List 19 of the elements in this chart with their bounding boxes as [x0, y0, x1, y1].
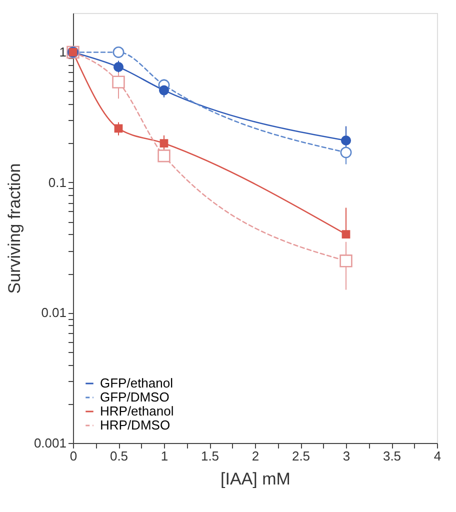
y-tick-label: 0.1	[48, 174, 66, 190]
y-tick-label: 1	[59, 44, 66, 60]
x-tick-label: 2.5	[292, 448, 310, 464]
x-tick-label: 0.5	[110, 448, 128, 464]
legend-label: HRP/ethanol	[100, 404, 174, 418]
y-tick-label: 0.01	[41, 305, 66, 320]
y-tick-label: 0.001	[34, 436, 66, 450]
legend-label: HRP/DMSO	[100, 418, 170, 432]
x-tick-label: 1.5	[200, 448, 220, 464]
x-tick-label: 3	[342, 448, 350, 464]
legend-label: GFP/DMSO	[100, 390, 170, 404]
legend-label: GFP/ethanol	[100, 376, 174, 390]
x-tick-label: 3.5	[382, 448, 402, 464]
x-tick-label: 0	[70, 448, 78, 464]
x-tick-label: 1	[160, 448, 168, 464]
x-tick-label: 2	[252, 448, 260, 464]
x-axis-title: [IAA] mM	[220, 470, 290, 488]
x-tick-label: 4	[434, 448, 442, 464]
y-axis-title: Surviving fraction	[4, 163, 24, 294]
